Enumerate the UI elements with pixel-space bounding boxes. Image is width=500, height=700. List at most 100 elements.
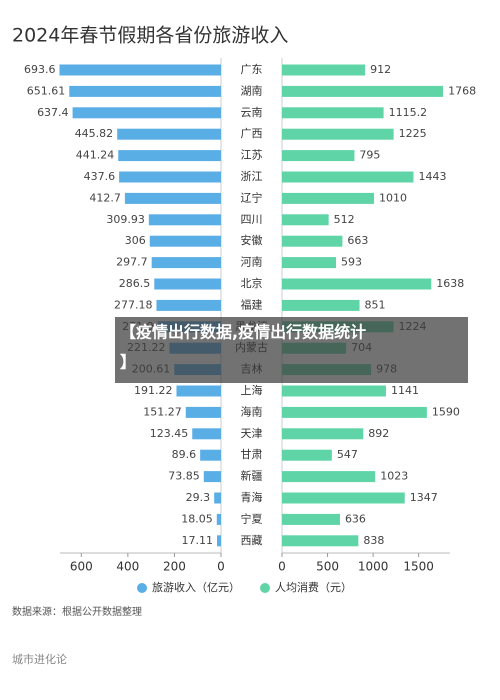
data-label: 73.85 xyxy=(168,470,200,483)
banner-bg xyxy=(115,317,468,383)
data-label: 306 xyxy=(125,234,146,247)
x-tick-label: 200 xyxy=(163,560,186,574)
bar xyxy=(282,492,405,504)
bar xyxy=(124,192,221,204)
category-label: 西藏 xyxy=(241,534,263,547)
data-label: 637.4 xyxy=(37,106,69,119)
category-label: 安徽 xyxy=(241,233,263,247)
bar xyxy=(214,492,221,504)
x-tick-label: 1500 xyxy=(403,560,434,574)
data-label: 512 xyxy=(334,213,355,226)
bar xyxy=(282,128,394,140)
data-label: 1225 xyxy=(399,127,427,140)
data-label: 663 xyxy=(347,234,368,247)
x-tick-label: 1000 xyxy=(358,560,389,574)
x-tick-label: 400 xyxy=(116,560,139,574)
legend-label: 旅游收入（亿元） xyxy=(152,580,240,594)
data-label: 851 xyxy=(365,298,386,311)
data-label: 286.5 xyxy=(119,277,151,290)
category-label: 青海 xyxy=(241,490,263,504)
bar xyxy=(282,535,359,547)
category-label: 四川 xyxy=(241,213,263,226)
data-label: 191.22 xyxy=(134,384,173,397)
data-label: 441.24 xyxy=(76,149,115,162)
data-label: 593 xyxy=(341,256,362,269)
data-label: 17.11 xyxy=(182,534,214,547)
category-label: 天津 xyxy=(241,427,263,440)
category-label: 江苏 xyxy=(241,149,263,162)
bar xyxy=(200,449,221,461)
bar xyxy=(282,64,366,76)
data-label: 123.45 xyxy=(150,427,189,440)
banner-text: 】 xyxy=(120,353,136,372)
x-tick-label: 500 xyxy=(316,560,339,574)
bar xyxy=(149,235,221,247)
bar xyxy=(156,299,221,311)
source: 数据来源：根据公开数据整理 xyxy=(12,605,142,618)
category-label: 甘肃 xyxy=(241,448,263,461)
bar xyxy=(59,64,222,76)
data-label: 297.7 xyxy=(116,256,148,269)
bar xyxy=(176,385,221,397)
data-label: 437.6 xyxy=(84,170,116,183)
data-label: 1443 xyxy=(418,170,446,183)
category-label: 湖南 xyxy=(241,84,263,97)
data-label: 151.27 xyxy=(143,405,182,418)
category-label: 宁夏 xyxy=(241,511,263,525)
chart-title: 2024年春节假期各省份旅游收入 xyxy=(12,25,288,47)
category-label: 云南 xyxy=(241,106,263,119)
bar xyxy=(282,85,444,97)
data-label: 1141 xyxy=(391,384,419,397)
category-label: 河南 xyxy=(241,256,263,269)
category-label: 福建 xyxy=(241,297,263,311)
bar xyxy=(185,406,221,418)
data-label: 838 xyxy=(363,534,384,547)
bar xyxy=(282,235,343,247)
legend-swatch xyxy=(137,583,147,593)
category-label: 北京 xyxy=(241,276,263,290)
bar xyxy=(282,171,414,183)
bar xyxy=(282,150,355,162)
data-label: 412.7 xyxy=(89,191,121,204)
banner-text: 【疫情出行数据,疫情出行数据统计 xyxy=(120,323,366,342)
bar xyxy=(148,214,221,226)
x-tick-label: 600 xyxy=(70,560,93,574)
bar xyxy=(282,449,332,461)
bar xyxy=(282,107,384,119)
category-label: 广东 xyxy=(241,63,263,76)
data-label: 547 xyxy=(337,448,358,461)
bar xyxy=(217,535,221,547)
legend-swatch xyxy=(260,583,270,593)
data-label: 1010 xyxy=(379,191,407,204)
category-label: 广西 xyxy=(241,127,263,140)
bar xyxy=(282,471,376,483)
bar xyxy=(117,128,221,140)
legend-label: 人均消费（元） xyxy=(275,580,352,594)
bar xyxy=(151,257,221,269)
data-label: 18.05 xyxy=(181,512,213,525)
bar xyxy=(282,428,364,440)
bar xyxy=(282,406,427,418)
footer: 城市进化论 xyxy=(12,652,67,666)
data-label: 651.61 xyxy=(27,84,66,97)
data-label: 795 xyxy=(359,149,380,162)
category-label: 浙江 xyxy=(241,170,263,183)
data-label: 912 xyxy=(370,63,391,76)
category-label: 上海 xyxy=(241,383,263,397)
category-label: 海南 xyxy=(241,404,263,418)
data-label: 89.6 xyxy=(172,448,197,461)
data-label: 1023 xyxy=(380,470,408,483)
bar xyxy=(203,471,221,483)
bar xyxy=(72,107,221,119)
data-label: 1768 xyxy=(448,84,476,97)
bar xyxy=(69,85,221,97)
bar xyxy=(282,299,360,311)
category-label: 辽宁 xyxy=(241,190,263,204)
data-label: 277.18 xyxy=(114,298,153,311)
x-tick-label: 0 xyxy=(217,560,225,574)
data-label: 1590 xyxy=(432,405,460,418)
data-label: 636 xyxy=(345,512,366,525)
bar xyxy=(282,192,375,204)
bar xyxy=(154,278,221,290)
